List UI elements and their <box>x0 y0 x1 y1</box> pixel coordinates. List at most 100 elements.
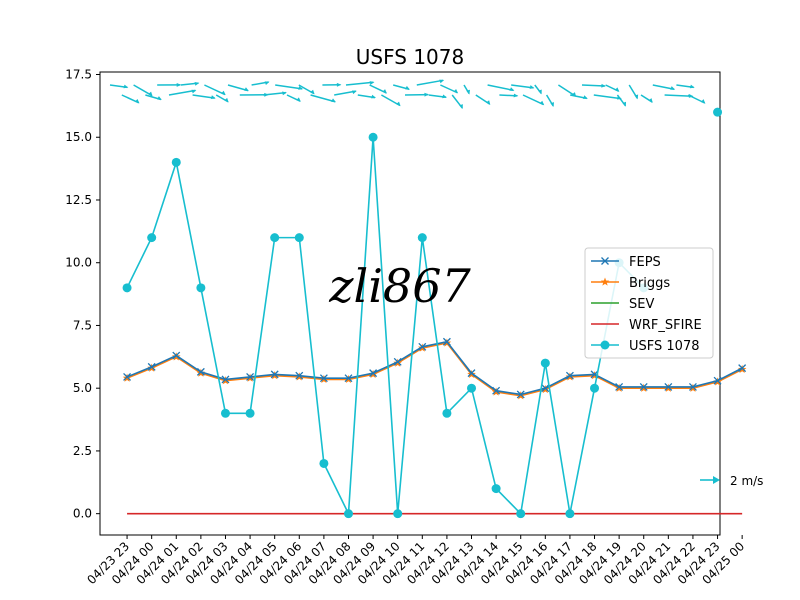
wind-arrow-head <box>331 98 336 103</box>
wind-arrow-head <box>264 81 270 85</box>
wind-arrow-head <box>369 81 375 85</box>
wind-arrow-head <box>538 89 542 95</box>
wind-arrow <box>593 94 621 100</box>
data-point <box>418 342 427 351</box>
wind-arrow <box>275 84 303 90</box>
data-point <box>172 351 181 360</box>
data-point <box>270 370 279 379</box>
wind-arrow <box>487 84 514 92</box>
wind-arrow-head <box>123 84 129 89</box>
y-tick-label: 2.5 <box>73 444 92 458</box>
y-tick-label: 5.0 <box>73 381 92 395</box>
data-point <box>442 408 452 418</box>
wind-arrow-head <box>622 101 627 107</box>
wind-arrow-head <box>296 97 301 102</box>
wind-arrow-head <box>529 85 535 89</box>
data-point <box>467 369 476 378</box>
wind-arrow-head <box>298 86 304 90</box>
wind-arrow <box>204 84 226 96</box>
wind-arrow <box>416 79 444 86</box>
wind-arrow-head <box>134 98 140 104</box>
wind-arrow-head <box>221 90 226 96</box>
legend-item: WRF_SFIRE <box>591 318 702 333</box>
data-point <box>713 107 723 117</box>
wind-arrow-head <box>156 96 162 100</box>
plot-area <box>99 71 721 536</box>
wind-arrow <box>263 91 287 96</box>
wind-arrow-head <box>396 101 401 107</box>
data-point <box>319 374 328 383</box>
wind-arrow-head <box>648 98 653 103</box>
wind-arrow-head <box>700 99 706 104</box>
wind-arrows <box>109 79 706 109</box>
legend-label: SEV <box>629 297 654 312</box>
y-tick-label: 12.5 <box>65 193 92 207</box>
wind-arrow <box>192 94 215 99</box>
wind-arrow-head <box>336 82 342 87</box>
quiver-key: 2 m/s <box>700 474 763 488</box>
data-point <box>713 376 722 385</box>
data-point <box>344 374 353 383</box>
data-point <box>319 458 329 468</box>
wind-arrow <box>652 84 675 90</box>
data-point <box>615 382 624 391</box>
data-point <box>294 233 304 243</box>
wind-arrow <box>664 94 693 98</box>
wind-arrow <box>168 89 196 96</box>
wind-arrow-head <box>405 85 410 90</box>
legend-label: USFS 1078 <box>629 339 699 354</box>
wind-arrow-head <box>191 89 197 94</box>
wind-arrow-head <box>634 94 639 100</box>
wind-arrow-head <box>550 102 555 107</box>
wind-arrow-head <box>539 100 545 106</box>
wind-arrow-head <box>439 79 445 84</box>
data-point <box>664 382 673 391</box>
legend-label: FEPS <box>629 255 661 270</box>
data-point <box>738 364 747 373</box>
wind-arrow-head <box>224 97 229 103</box>
data-point <box>270 233 280 243</box>
data-point <box>369 369 378 378</box>
data-point <box>565 371 574 380</box>
wind-arrow-head <box>459 104 463 109</box>
wind-arrow <box>581 84 605 87</box>
data-point <box>442 337 451 346</box>
data-point <box>565 509 575 519</box>
data-point <box>171 157 181 167</box>
wind-arrow <box>345 81 374 86</box>
data-point <box>147 233 157 243</box>
quiver-key-arrow-head <box>713 476 720 484</box>
wind-arrow-head <box>670 86 676 90</box>
data-point <box>368 132 378 142</box>
wind-arrow-head <box>601 83 606 88</box>
legend-marker <box>601 257 609 265</box>
data-point <box>295 371 304 380</box>
wind-arrow <box>522 94 544 106</box>
data-point <box>147 362 156 371</box>
series-line <box>126 342 743 397</box>
data-point <box>220 408 230 418</box>
wind-arrow-head <box>244 87 249 92</box>
data-point <box>196 283 206 293</box>
series-line <box>126 340 743 396</box>
data-point <box>590 370 599 379</box>
watermark-annotation: zli867 <box>328 259 471 313</box>
series-feps <box>123 337 747 399</box>
legend-item: USFS 1078 <box>591 339 699 354</box>
wind-arrow-head <box>310 89 315 95</box>
data-point <box>541 384 550 393</box>
data-point <box>491 484 501 494</box>
y-tick-label: 10.0 <box>65 256 92 270</box>
data-point <box>393 357 402 366</box>
wind-arrow-head <box>282 91 287 96</box>
data-point <box>196 367 205 376</box>
data-point <box>123 372 132 381</box>
wind-arrow-head <box>509 87 515 91</box>
y-tick-label: 0.0 <box>73 507 92 521</box>
data-point <box>393 509 403 519</box>
data-point <box>221 375 230 384</box>
data-point <box>688 382 697 391</box>
wind-arrow-head <box>382 89 388 94</box>
